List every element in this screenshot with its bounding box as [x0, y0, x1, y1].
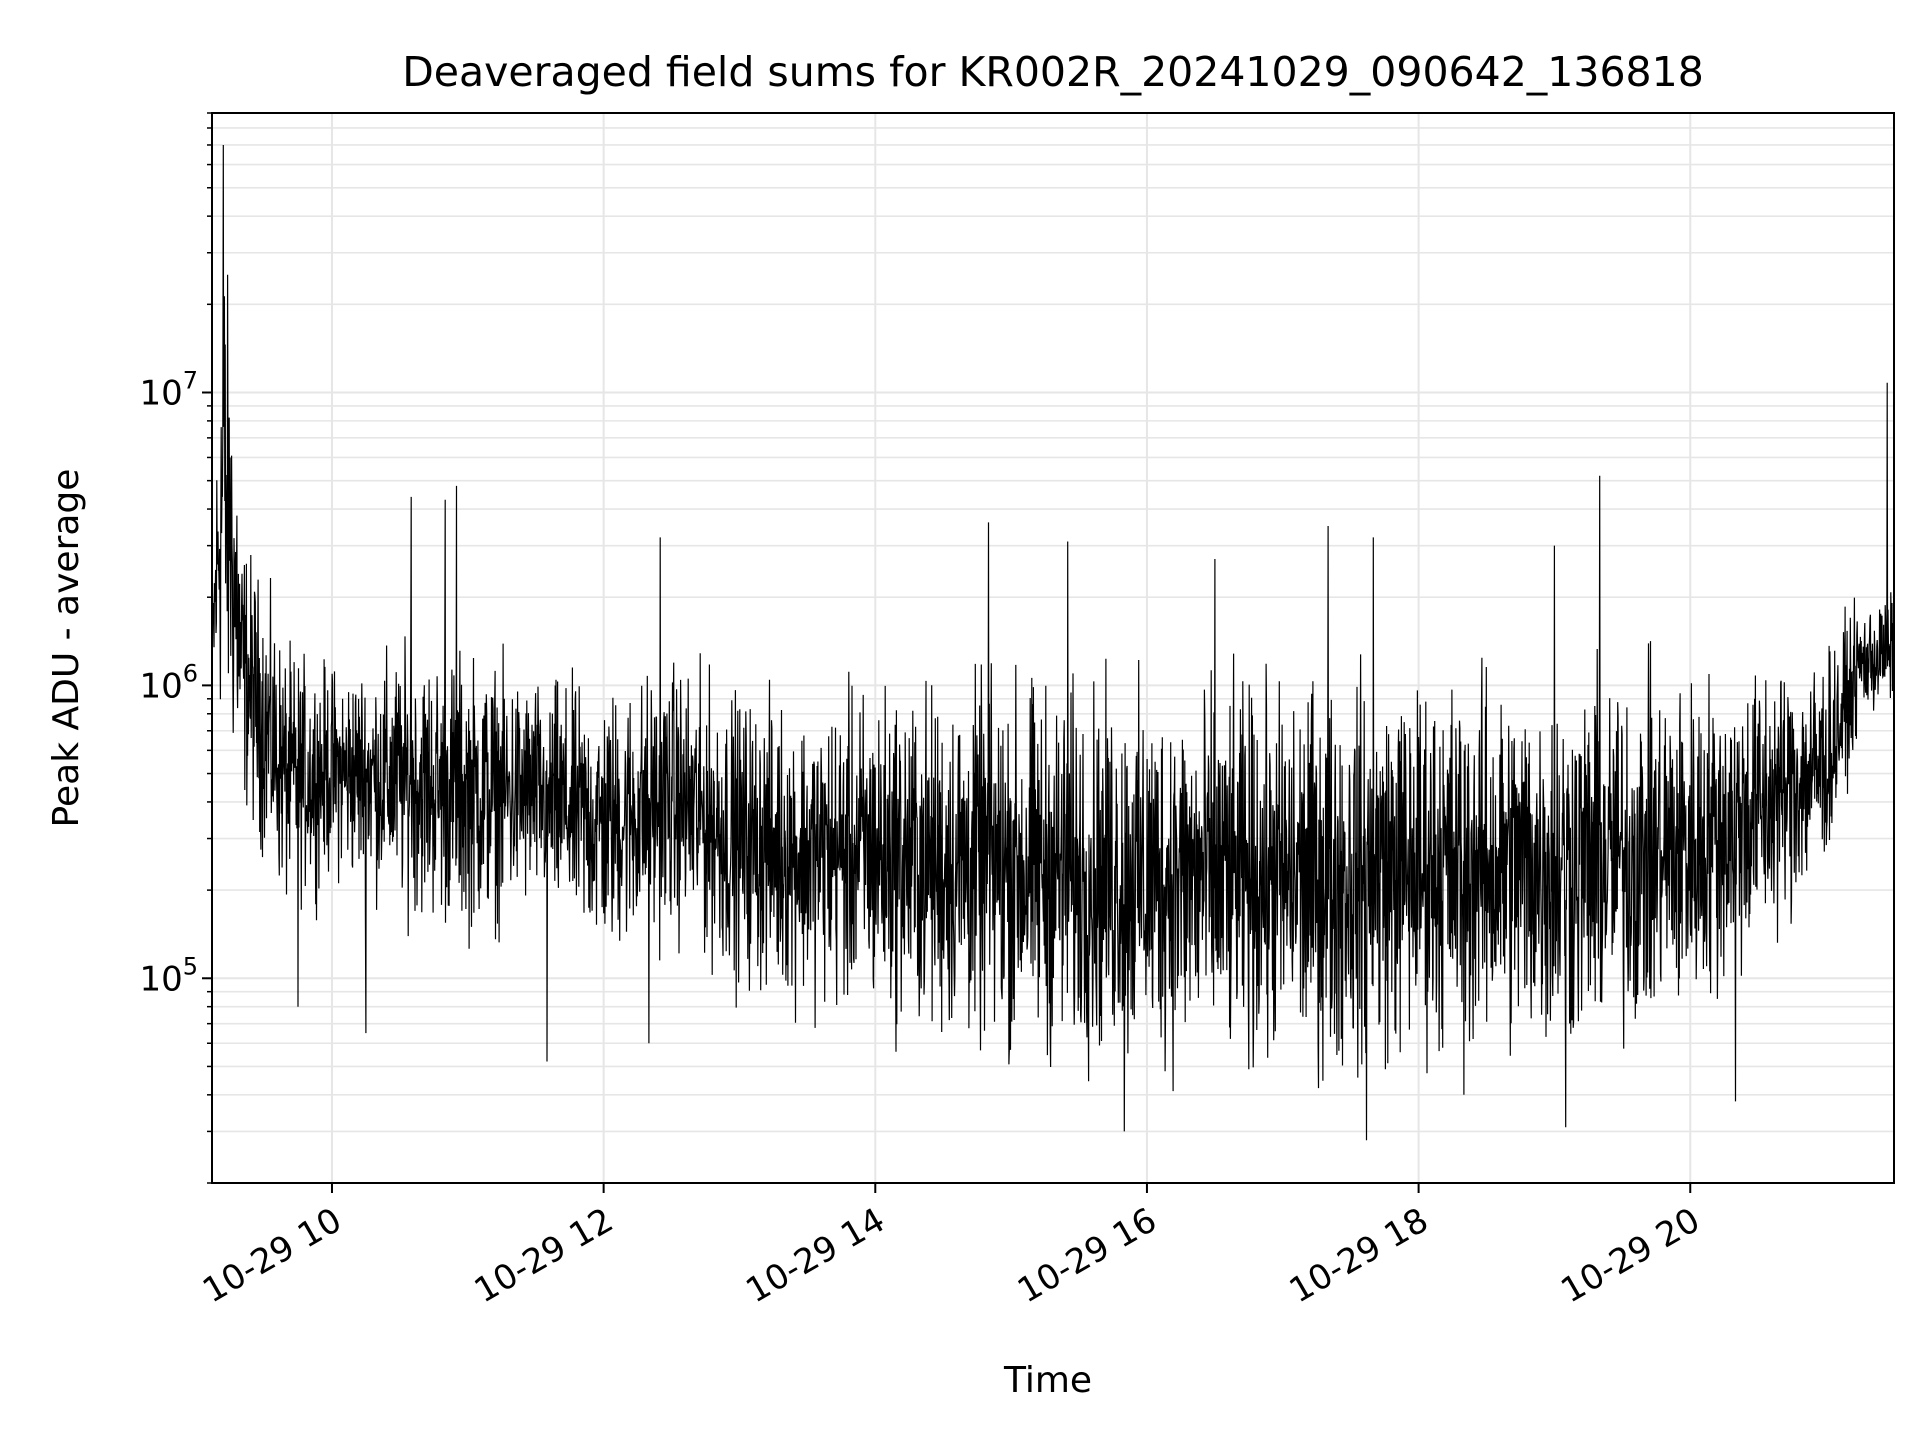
x-tick-label: 10-29 14 [739, 1200, 891, 1311]
plot-area-frame [211, 112, 1895, 1184]
y-tick-label: 107 [139, 366, 198, 413]
x-tick-label: 10-29 12 [468, 1200, 620, 1311]
series-line [211, 144, 1895, 1141]
x-tick-label: 10-29 16 [1011, 1200, 1163, 1311]
x-axis-label: Time [1003, 1360, 1092, 1401]
x-axis: 10-29 10 10-29 12 10-29 14 10-29 16 10-29 18… [196, 1183, 1707, 1311]
y-tick-label: 105 [139, 952, 198, 999]
x-tick-label: 10-29 10 [196, 1200, 348, 1311]
y-tick-label: 106 [139, 659, 198, 706]
x-tick-label: 10-29 18 [1283, 1200, 1435, 1311]
y-axis-label: Peak ADU - average [46, 469, 87, 828]
y-axis: 105 106 107 [139, 112, 212, 1184]
grid [212, 112, 1894, 1184]
series-trace [211, 144, 1895, 1141]
x-tick-label: 10-29 20 [1554, 1200, 1706, 1311]
chart-title: Deaveraged field sums for KR002R_2024102… [402, 48, 1704, 96]
